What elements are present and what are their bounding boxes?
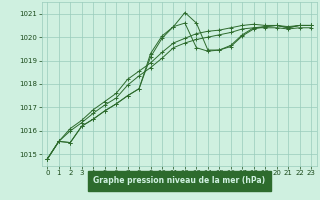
X-axis label: Graphe pression niveau de la mer (hPa): Graphe pression niveau de la mer (hPa) [93, 176, 265, 185]
